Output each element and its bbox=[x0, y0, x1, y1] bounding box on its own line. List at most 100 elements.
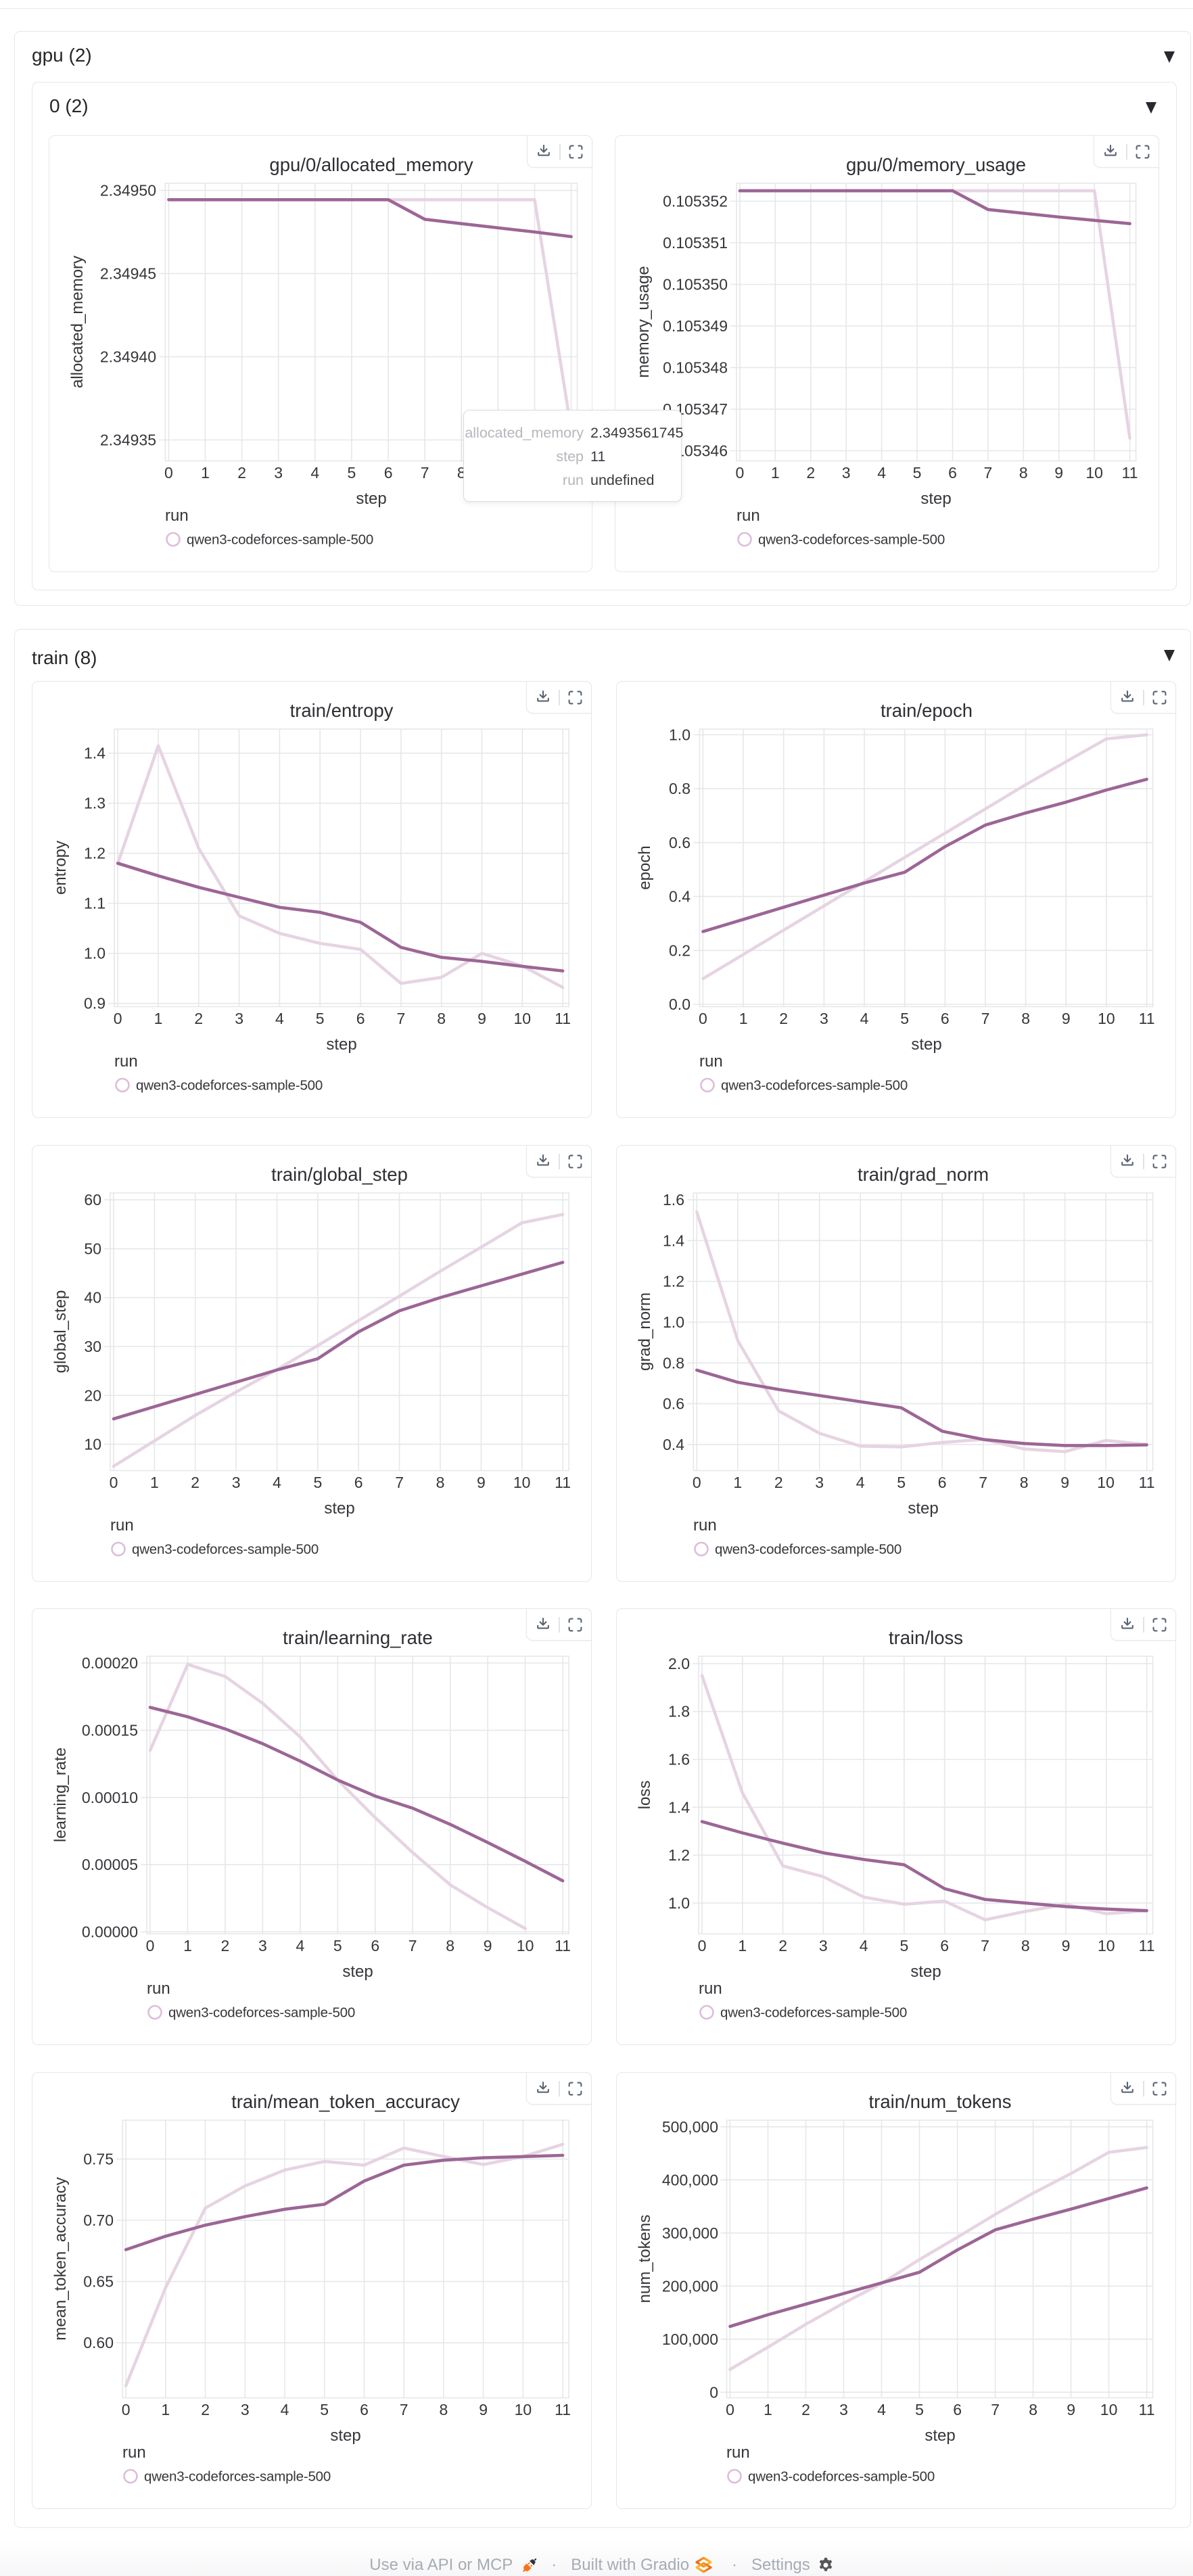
svg-text:8: 8 bbox=[1021, 1010, 1030, 1027]
svg-text:1.8: 1.8 bbox=[668, 1703, 690, 1720]
svg-text:10: 10 bbox=[1098, 1937, 1115, 1954]
svg-text:qwen3-codeforces-sample-500: qwen3-codeforces-sample-500 bbox=[132, 1542, 319, 1558]
svg-text:1.0: 1.0 bbox=[668, 1894, 690, 1912]
svg-text:5: 5 bbox=[348, 464, 356, 482]
svg-text:7: 7 bbox=[408, 1937, 417, 1954]
svg-text:0.70: 0.70 bbox=[83, 2211, 114, 2229]
svg-text:0.60: 0.60 bbox=[83, 2334, 114, 2351]
svg-text:0: 0 bbox=[114, 1010, 122, 1027]
svg-text:1.6: 1.6 bbox=[663, 1191, 684, 1209]
svg-text:0.105352: 0.105352 bbox=[663, 193, 728, 210]
svg-text:4: 4 bbox=[275, 1010, 284, 1027]
svg-text:20: 20 bbox=[84, 1386, 101, 1404]
svg-text:4: 4 bbox=[877, 2401, 886, 2418]
svg-text:11: 11 bbox=[1122, 464, 1138, 482]
svg-text:7: 7 bbox=[395, 1474, 404, 1491]
svg-text:5: 5 bbox=[900, 1010, 909, 1027]
svg-text:6: 6 bbox=[356, 1010, 365, 1027]
svg-text:qwen3-codeforces-sample-500: qwen3-codeforces-sample-500 bbox=[748, 2469, 935, 2485]
svg-text:9: 9 bbox=[479, 2401, 488, 2418]
svg-text:4: 4 bbox=[281, 2401, 289, 2418]
svg-text:2: 2 bbox=[191, 1474, 200, 1491]
svg-text:train/mean_token_accuracy: train/mean_token_accuracy bbox=[231, 2091, 460, 2112]
svg-text:3: 3 bbox=[820, 1010, 828, 1027]
svg-text:5: 5 bbox=[915, 2401, 924, 2418]
svg-text:100,000: 100,000 bbox=[662, 2331, 718, 2348]
svg-text:num_tokens: num_tokens bbox=[636, 2215, 654, 2303]
svg-text:8: 8 bbox=[440, 2401, 448, 2418]
svg-text:gpu/0/allocated_memory: gpu/0/allocated_memory bbox=[269, 154, 473, 175]
svg-text:2: 2 bbox=[801, 2401, 810, 2418]
svg-text:step: step bbox=[925, 2427, 955, 2445]
svg-text:6: 6 bbox=[360, 2401, 369, 2418]
svg-text:gpu/0/memory_usage: gpu/0/memory_usage bbox=[846, 154, 1026, 175]
svg-text:1: 1 bbox=[183, 1937, 192, 1954]
svg-text:0.00000: 0.00000 bbox=[82, 1923, 138, 1941]
svg-text:10: 10 bbox=[517, 1937, 534, 1954]
svg-text:7: 7 bbox=[400, 2401, 408, 2418]
svg-text:11: 11 bbox=[555, 1937, 571, 1954]
svg-text:10: 10 bbox=[1098, 1010, 1115, 1027]
svg-text:train/grad_norm: train/grad_norm bbox=[858, 1164, 989, 1185]
svg-text:11: 11 bbox=[555, 1474, 571, 1491]
svg-text:step: step bbox=[920, 490, 951, 508]
svg-text:7: 7 bbox=[984, 464, 993, 482]
svg-text:2.0: 2.0 bbox=[668, 1655, 690, 1672]
svg-text:qwen3-codeforces-sample-500: qwen3-codeforces-sample-500 bbox=[758, 532, 945, 548]
svg-text:6: 6 bbox=[354, 1474, 363, 1491]
svg-text:400,000: 400,000 bbox=[662, 2171, 718, 2188]
svg-text:2: 2 bbox=[779, 1010, 788, 1027]
svg-text:run: run bbox=[165, 507, 189, 525]
svg-text:5: 5 bbox=[900, 1937, 909, 1954]
svg-text:run: run bbox=[699, 1052, 723, 1071]
svg-text:1.2: 1.2 bbox=[663, 1273, 684, 1290]
svg-text:3: 3 bbox=[839, 2401, 848, 2418]
svg-text:step: step bbox=[330, 2427, 360, 2445]
svg-text:1: 1 bbox=[764, 2401, 772, 2418]
svg-text:8: 8 bbox=[446, 1937, 454, 1954]
svg-text:qwen3-codeforces-sample-500: qwen3-codeforces-sample-500 bbox=[136, 1078, 323, 1094]
svg-text:3: 3 bbox=[235, 1010, 243, 1027]
svg-text:qwen3-codeforces-sample-500: qwen3-codeforces-sample-500 bbox=[720, 2005, 907, 2021]
svg-text:200,000: 200,000 bbox=[662, 2277, 718, 2295]
svg-text:0: 0 bbox=[726, 2401, 734, 2418]
svg-text:5: 5 bbox=[913, 464, 922, 482]
svg-text:qwen3-codeforces-sample-500: qwen3-codeforces-sample-500 bbox=[168, 2005, 355, 2021]
svg-text:9: 9 bbox=[1060, 1474, 1069, 1491]
svg-text:11: 11 bbox=[1139, 2401, 1155, 2418]
svg-text:0: 0 bbox=[736, 464, 745, 482]
svg-text:step: step bbox=[326, 1035, 356, 1054]
svg-text:0.00015: 0.00015 bbox=[82, 1721, 138, 1739]
svg-text:4: 4 bbox=[877, 464, 886, 482]
svg-text:4: 4 bbox=[296, 1937, 305, 1954]
svg-text:2: 2 bbox=[778, 1937, 787, 1954]
svg-text:step: step bbox=[342, 1963, 373, 1981]
svg-text:0.2: 0.2 bbox=[669, 941, 691, 959]
svg-text:8: 8 bbox=[437, 1010, 446, 1027]
svg-text:1.2: 1.2 bbox=[668, 1846, 690, 1864]
svg-text:8: 8 bbox=[1020, 1474, 1029, 1491]
svg-text:11: 11 bbox=[555, 2401, 571, 2418]
svg-text:1: 1 bbox=[154, 1010, 163, 1027]
svg-text:1: 1 bbox=[733, 1474, 742, 1491]
svg-text:run: run bbox=[110, 1516, 134, 1535]
svg-text:qwen3-codeforces-sample-500: qwen3-codeforces-sample-500 bbox=[187, 532, 373, 548]
svg-text:allocated_memory: allocated_memory bbox=[68, 256, 87, 388]
svg-text:loss: loss bbox=[636, 1781, 654, 1810]
svg-text:1: 1 bbox=[161, 2401, 170, 2418]
svg-text:7: 7 bbox=[981, 1010, 990, 1027]
svg-text:40: 40 bbox=[84, 1289, 101, 1307]
svg-text:10: 10 bbox=[515, 2401, 532, 2418]
svg-text:2.34950: 2.34950 bbox=[100, 182, 156, 200]
svg-text:step: step bbox=[908, 1499, 938, 1518]
svg-text:0.105348: 0.105348 bbox=[663, 359, 728, 377]
svg-text:1: 1 bbox=[201, 464, 210, 482]
svg-text:0.6: 0.6 bbox=[669, 834, 691, 851]
svg-text:2: 2 bbox=[237, 464, 246, 482]
svg-text:6: 6 bbox=[948, 464, 957, 482]
svg-text:9: 9 bbox=[1054, 464, 1063, 482]
svg-text:4: 4 bbox=[860, 1937, 868, 1954]
svg-text:0.105351: 0.105351 bbox=[663, 234, 728, 252]
svg-text:10: 10 bbox=[1085, 464, 1103, 482]
svg-text:entropy: entropy bbox=[51, 841, 70, 895]
